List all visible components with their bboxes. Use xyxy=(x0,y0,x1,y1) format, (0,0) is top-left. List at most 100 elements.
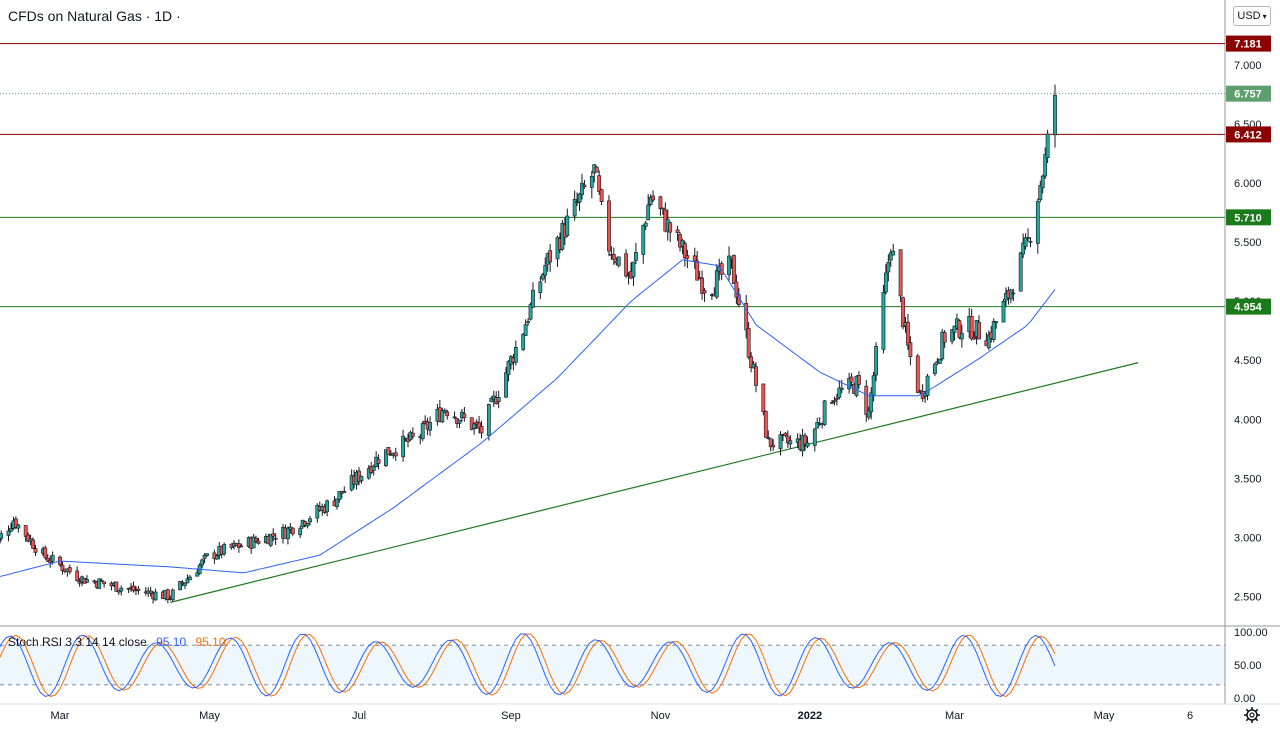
candle-body xyxy=(625,254,628,276)
moving-average-line xyxy=(0,260,1055,579)
candle-body xyxy=(590,176,593,187)
candle-body xyxy=(926,376,929,395)
currency-selector[interactable]: USD ▾ xyxy=(1233,6,1271,26)
candle-body xyxy=(171,590,174,600)
candle-body xyxy=(154,592,157,600)
candle-body xyxy=(526,322,529,323)
candle-body xyxy=(732,255,735,283)
candle-body xyxy=(607,201,610,251)
candle-body xyxy=(693,256,696,261)
candle-body xyxy=(257,541,260,543)
currency-label: USD xyxy=(1237,10,1260,22)
x-tick-label: Nov xyxy=(651,710,671,722)
y-tick-label: 7.000 xyxy=(1234,60,1262,72)
stoch-tick-label: 50.00 xyxy=(1234,660,1262,672)
moving-average-layer xyxy=(0,260,1055,579)
candle-body xyxy=(600,190,603,202)
stoch-rsi-legend[interactable]: Stoch RSI 3 3 14 14 close 95.10 95.10 xyxy=(8,635,226,649)
y-tick-label: 3.500 xyxy=(1234,473,1262,485)
candle-body xyxy=(892,251,895,255)
chart-title: CFDs on Natural Gas · 1D · xyxy=(8,8,181,24)
candle-body xyxy=(789,441,792,444)
candles xyxy=(0,85,1057,604)
candle-body xyxy=(992,321,995,339)
candle-body xyxy=(977,322,980,339)
gear-icon[interactable] xyxy=(1243,706,1261,724)
candle-body xyxy=(647,205,650,220)
candle-body xyxy=(661,208,664,209)
candle-body xyxy=(887,262,890,272)
candle-body xyxy=(411,433,414,436)
stoch-tick-label: 100.00 xyxy=(1234,627,1268,639)
candle-body xyxy=(617,257,620,266)
chevron-down-icon: ▾ xyxy=(1263,12,1267,21)
candle-body xyxy=(240,546,243,547)
candle-body xyxy=(933,364,936,374)
level-label: 6.412 xyxy=(1234,129,1262,141)
candle-body xyxy=(943,333,946,343)
candle-body xyxy=(497,397,500,401)
candle-body xyxy=(463,414,466,418)
horizontal-levels xyxy=(0,44,1225,307)
trendline-layer xyxy=(170,363,1138,603)
candle-body xyxy=(549,251,552,262)
candle-body xyxy=(428,422,431,430)
stoch-tick-label: 0.00 xyxy=(1234,693,1255,705)
candle-body xyxy=(764,411,767,437)
last-price-label: 6.757 xyxy=(1234,89,1262,101)
candle-body xyxy=(149,591,152,593)
candle-body xyxy=(360,476,363,481)
candle-body xyxy=(754,367,757,386)
candle-body xyxy=(578,194,581,202)
candle-body xyxy=(1046,134,1049,158)
level-label: 5.710 xyxy=(1234,212,1262,224)
candle-body xyxy=(634,252,637,260)
candle-body xyxy=(201,560,204,565)
candle-body xyxy=(51,555,54,561)
candle-body xyxy=(514,347,517,362)
candle-body xyxy=(906,322,909,345)
y-tick-label: 2.500 xyxy=(1234,591,1262,603)
candle-body xyxy=(544,266,547,276)
y-tick-label: 3.000 xyxy=(1234,532,1262,544)
candle-body xyxy=(1009,290,1012,299)
candle-body xyxy=(306,523,309,526)
candle-body xyxy=(205,554,208,556)
y-tick-label: 6.000 xyxy=(1234,178,1262,190)
candle-body xyxy=(291,528,294,534)
candle-body xyxy=(183,583,186,585)
stoch-rsi-label: Stoch RSI 3 3 14 14 close xyxy=(8,635,147,649)
candle-body xyxy=(473,424,476,429)
candle-body xyxy=(1029,241,1032,242)
candle-body xyxy=(566,216,569,236)
candle-body xyxy=(779,435,782,449)
x-tick-label: Jul xyxy=(352,710,366,722)
candle-body xyxy=(335,499,338,507)
candle-body xyxy=(612,255,615,260)
candle-body xyxy=(830,402,833,403)
candle-body xyxy=(642,225,645,254)
candle-body xyxy=(188,577,191,580)
candle-body xyxy=(308,519,311,522)
candle-body xyxy=(44,548,47,558)
candle-body xyxy=(531,290,534,307)
candle-body xyxy=(995,322,998,323)
candle-body xyxy=(458,420,461,423)
candle-body xyxy=(441,411,444,422)
candle-body xyxy=(970,316,973,339)
candle-body xyxy=(487,404,490,435)
candle-body xyxy=(583,185,586,187)
x-tick-label: 2022 xyxy=(798,710,822,722)
candle-body xyxy=(17,525,20,528)
candle-body xyxy=(772,445,775,447)
stoch-d-value: 95.10 xyxy=(195,635,225,649)
candle-body xyxy=(137,589,140,590)
candle-body xyxy=(76,571,79,581)
stoch-k-value: 95.10 xyxy=(156,635,186,649)
candle-body xyxy=(850,377,853,382)
candle-body xyxy=(522,334,525,349)
x-tick-label: May xyxy=(1094,710,1115,722)
candle-body xyxy=(34,549,37,553)
candle-body xyxy=(909,343,912,357)
